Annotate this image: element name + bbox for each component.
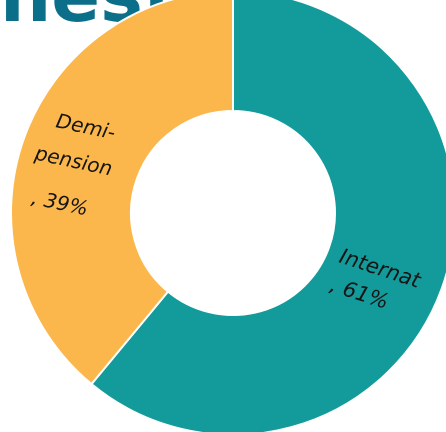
slices	[10, 0, 446, 432]
slice-internat	[90, 0, 446, 432]
slice-demi-pension	[10, 0, 234, 386]
